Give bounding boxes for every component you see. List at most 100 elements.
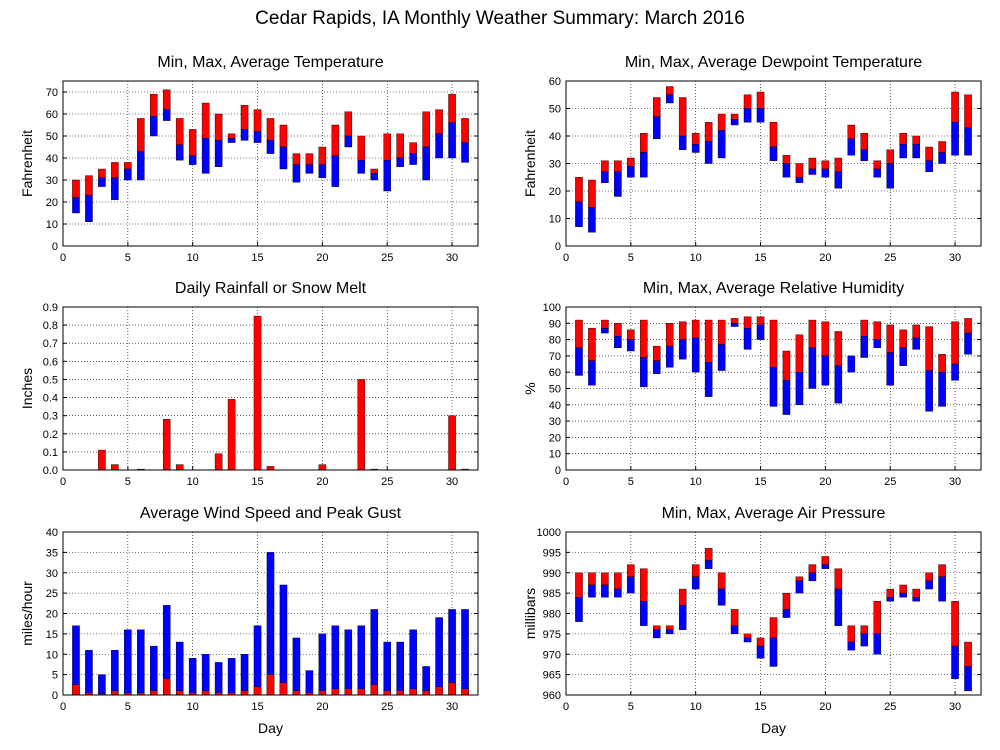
temp-xtick-label: 0: [60, 252, 66, 264]
wind-ytick-label: 40: [46, 527, 58, 539]
dewpoint-bar-lower: [912, 144, 920, 159]
figure-title: Cedar Rapids, IA Monthly Weather Summary…: [255, 8, 745, 29]
dewpoint-bar-upper: [873, 160, 882, 170]
dewpoint-bar-lower: [743, 108, 752, 123]
rainfall-bar: [175, 464, 184, 471]
pressure-bar-upper: [782, 592, 791, 610]
wind-bar-gust: [214, 662, 223, 696]
dewpoint-xtick-label: 30: [949, 252, 961, 264]
humidity-bar-upper: [653, 345, 661, 361]
pressure-bar-upper: [808, 564, 817, 573]
rainfall-ytick-label: 0.9: [43, 302, 58, 314]
pressure-xlabel: Day: [761, 720, 786, 736]
pressure-bar-upper: [925, 572, 933, 582]
temp-bar-upper: [331, 124, 340, 156]
rainfall-xtick-label: 30: [446, 476, 458, 488]
humidity-ytick-label: 70: [549, 351, 561, 363]
wind-bar-avg: [163, 678, 171, 696]
wind-bar-avg: [383, 690, 391, 696]
dewpoint-ytick-label: 40: [549, 131, 561, 143]
pressure-bar-upper: [899, 584, 907, 594]
pressure-bar-lower: [782, 609, 791, 618]
humidity-ytick-label: 100: [543, 302, 561, 314]
dewpoint-bar-upper: [951, 91, 959, 123]
humidity-bar-lower: [717, 344, 726, 371]
dewpoint-chart: Min, Max, Average Dewpoint Temperature Fa…: [522, 54, 982, 264]
wind-bar-avg: [253, 686, 262, 696]
rainfall-bar: [318, 464, 327, 471]
temp-bar-upper: [253, 109, 262, 132]
temp-bar-lower: [435, 133, 443, 159]
wind-bar-gust: [409, 629, 417, 696]
temp-bar-upper: [150, 93, 158, 117]
dewpoint-bar-upper: [627, 157, 635, 167]
pressure-bar-lower: [964, 666, 972, 692]
temp-bar-lower: [201, 137, 210, 174]
wind-bar-gust: [124, 629, 132, 696]
pressure-ytick-label: 965: [543, 670, 561, 682]
dewpoint-bar-upper: [588, 179, 596, 208]
rainfall-bar: [266, 466, 275, 471]
temp-bar-upper: [396, 133, 404, 159]
temp-bar-lower: [150, 115, 158, 137]
pressure-ytick-label: 990: [543, 568, 561, 580]
temp-bar-lower: [214, 140, 223, 167]
humidity-bar-upper: [808, 319, 817, 348]
temp-xtick-label: 20: [316, 252, 328, 264]
humidity-bar-upper: [925, 326, 933, 371]
temp-bar-upper: [227, 133, 236, 139]
wind-bar-gust: [448, 609, 456, 696]
pressure-bar-upper: [821, 556, 830, 565]
humidity-bar-upper: [601, 319, 609, 329]
temp-bar-upper: [98, 168, 106, 179]
humidity-bar-lower: [821, 355, 830, 386]
rainfall-bar: [227, 399, 236, 471]
dewpoint-xtick-label: 20: [819, 252, 831, 264]
wind-bar-gust: [188, 658, 197, 696]
wind-bar-gust: [85, 649, 93, 696]
rainfall-chart: Daily Rainfall or Snow Melt Inches 0.0 0.1 0…: [19, 280, 479, 488]
wind-ytick-label: 35: [46, 547, 58, 559]
pressure-ytick-label: 995: [543, 547, 561, 559]
temp-bar-lower: [461, 142, 469, 163]
temp-bar-upper: [111, 162, 119, 178]
temp-bar-upper: [279, 124, 288, 148]
dewpoint-bar-upper: [808, 157, 817, 170]
dewpoint-xtick-label: 10: [690, 252, 702, 264]
humidity-bar-upper: [678, 321, 687, 340]
humidity-ytick-label: 80: [549, 335, 561, 347]
rainfall-title: Daily Rainfall or Snow Melt: [175, 280, 367, 297]
dewpoint-bar-lower: [730, 119, 739, 126]
temp-bar-lower: [396, 157, 404, 168]
wind-xtick-label: 15: [251, 701, 263, 713]
dewpoint-bar-lower: [691, 144, 700, 153]
pressure-bar-lower: [665, 629, 674, 635]
pressure-bar-upper: [588, 572, 596, 586]
dewpoint-bar-upper: [653, 97, 661, 117]
pressure-xtick-label: 15: [754, 701, 766, 713]
dewpoint-plot-frame: [565, 80, 982, 247]
humidity-bar-lower: [886, 352, 894, 386]
temp-bar-lower: [240, 129, 249, 141]
dewpoint-bar-upper: [575, 177, 583, 203]
pressure-bar-upper: [653, 625, 661, 630]
dewpoint-ytick-label: 20: [549, 186, 561, 198]
wind-bar-avg: [266, 674, 275, 696]
humidity-bar-lower: [951, 363, 959, 381]
pressure-bar-upper: [678, 588, 687, 606]
rainfall-bar: [98, 449, 106, 471]
pressure-bar-upper: [704, 548, 713, 561]
pressure-bar-lower: [951, 645, 959, 679]
wind-bar-avg: [331, 688, 340, 696]
dewpoint-bar-upper: [899, 133, 907, 145]
dewpoint-bar-upper: [640, 133, 648, 153]
temp-plot-frame: [62, 80, 479, 247]
humidity-bar-lower: [601, 327, 609, 334]
humidity-xtick-label: 5: [628, 476, 634, 488]
pressure-bar-lower: [925, 580, 933, 590]
humidity-bar-upper: [743, 316, 752, 329]
wind-bar-avg: [72, 684, 80, 696]
pressure-bar-upper: [730, 609, 739, 626]
humidity-bar-lower: [614, 336, 622, 348]
rainfall-plot-frame: [62, 306, 479, 471]
